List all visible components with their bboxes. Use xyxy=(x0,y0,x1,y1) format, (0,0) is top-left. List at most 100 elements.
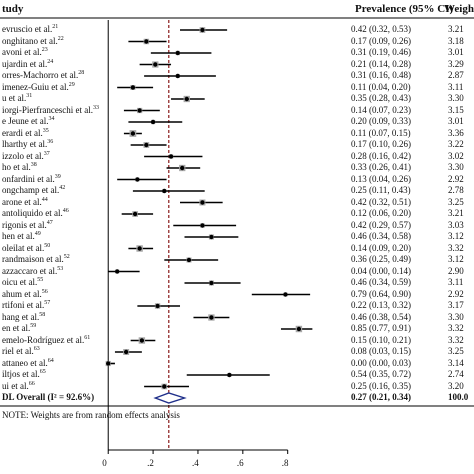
study-label: izzolo et al.37 xyxy=(2,151,50,161)
study-reference: 33 xyxy=(93,104,100,111)
study-label: hang et al.58 xyxy=(2,312,45,322)
study-prevalence: 0.42 (0.32, 0.51) xyxy=(351,196,411,207)
study-weight: 3.12 xyxy=(448,254,464,264)
study-weight: 3.29 xyxy=(448,58,464,69)
study-reference: 36 xyxy=(47,139,54,145)
study-label: antoliquido et al.46 xyxy=(2,208,69,218)
study-prevalence: 0.31 (0.16, 0.48) xyxy=(351,70,411,80)
study-name: rigonis et al. xyxy=(2,219,47,230)
study-name: u et al. xyxy=(2,93,27,103)
study-reference: 39 xyxy=(54,173,61,180)
study-weight: 3.22 xyxy=(448,139,464,149)
study-weight: 2.90 xyxy=(448,265,464,276)
study-name: azzaccaro et al. xyxy=(2,265,58,276)
overall-weight: 100.0 xyxy=(448,392,469,402)
study-point-estimate xyxy=(175,73,180,79)
study-name: oicu et al. xyxy=(2,277,38,287)
study-name: imenez-Guiu et al. xyxy=(2,81,69,92)
study-weight: 3.25 xyxy=(448,196,464,207)
study-label: riel et al.63 xyxy=(2,346,40,356)
study-name: oleilat et al. xyxy=(2,242,45,253)
weight-column-header: Weight xyxy=(444,3,474,15)
study-weight: 3.20 xyxy=(448,380,464,391)
study-reference: 56 xyxy=(41,288,48,295)
study-weight: 3.11 xyxy=(448,277,464,287)
study-label: rigonis et al.47 xyxy=(2,220,53,230)
study-point-estimate xyxy=(155,303,160,309)
study-name: riel et al. xyxy=(2,346,34,356)
x-tick-label: 0 xyxy=(102,458,107,468)
study-label: oicu et al.55 xyxy=(2,277,43,287)
study-name: rtifoni et al. xyxy=(2,300,45,310)
study-weight: 3.11 xyxy=(448,81,464,92)
study-name: ui et al. xyxy=(2,380,29,391)
study-prevalence: 0.14 (0.09, 0.20) xyxy=(351,242,411,253)
study-weight: 3.17 xyxy=(448,300,464,310)
study-weight: 2.78 xyxy=(448,185,464,195)
study-prevalence: 0.12 (0.06, 0.20) xyxy=(351,208,411,218)
study-name: evruscio et al. xyxy=(2,24,53,34)
study-weight: 3.01 xyxy=(448,116,464,126)
study-reference: 55 xyxy=(37,277,44,283)
study-point-estimate xyxy=(200,200,205,205)
study-reference: 46 xyxy=(62,208,69,214)
study-label: hen et al.49 xyxy=(2,231,41,241)
study-weight: 3.15 xyxy=(448,104,464,115)
study-label: u et al.31 xyxy=(2,93,32,103)
study-point-estimate xyxy=(123,349,129,355)
study-point-estimate xyxy=(184,96,189,102)
study-prevalence: 0.25 (0.11, 0.43) xyxy=(351,185,411,195)
study-label: imenez-Guiu et al.29 xyxy=(2,82,75,92)
study-label: azzaccaro et al.53 xyxy=(2,266,63,276)
study-prevalence: 0.08 (0.03, 0.15) xyxy=(351,346,411,356)
study-prevalence: 0.33 (0.26, 0.41) xyxy=(351,162,411,172)
study-reference: 42 xyxy=(59,185,66,191)
study-weight: 2.87 xyxy=(448,70,464,80)
study-name: erardi et al. xyxy=(2,127,43,138)
study-label: iorgi-Pierfranceschi et al.33 xyxy=(2,105,99,115)
study-reference: 21 xyxy=(52,24,59,30)
study-name: arone et al. xyxy=(2,196,42,207)
study-label: e Jeune et al.34 xyxy=(2,116,54,126)
study-reference: 34 xyxy=(48,116,55,122)
study-column-header: tudy xyxy=(2,3,24,15)
study-label: oleilat et al.50 xyxy=(2,243,50,253)
study-reference: 61 xyxy=(84,334,91,341)
study-label: ahum et al.56 xyxy=(2,289,48,299)
study-weight: 3.21 xyxy=(448,24,464,34)
study-prevalence: 0.25 (0.16, 0.35) xyxy=(351,380,411,391)
study-label: avoni et al.23 xyxy=(2,47,48,57)
x-tick-label: .6 xyxy=(236,458,244,468)
study-reference: 35 xyxy=(42,127,49,134)
study-point-estimate xyxy=(130,131,136,136)
study-point-estimate xyxy=(200,27,205,33)
study-weight: 3.30 xyxy=(448,162,464,172)
study-prevalence: 0.13 (0.04, 0.26) xyxy=(351,173,411,184)
x-tick-label: .8 xyxy=(281,458,289,468)
study-prevalence: 0.20 (0.09, 0.33) xyxy=(351,116,411,126)
study-weight: 3.18 xyxy=(448,35,464,46)
study-weight: 3.14 xyxy=(448,357,464,368)
study-prevalence: 0.46 (0.34, 0.59) xyxy=(351,277,411,287)
study-prevalence: 0.35 (0.28, 0.43) xyxy=(351,93,411,103)
study-prevalence: 0.54 (0.35, 0.72) xyxy=(351,369,411,379)
study-label: evruscio et al.21 xyxy=(2,24,58,34)
study-prevalence: 0.22 (0.13, 0.32) xyxy=(351,300,411,310)
overall-label: DL Overall (I² = 92.6%) xyxy=(2,392,95,402)
weights-note: NOTE: Weights are from random effects an… xyxy=(2,410,180,420)
study-point-estimate xyxy=(162,188,167,194)
study-point-estimate xyxy=(186,257,192,263)
study-weight: 3.01 xyxy=(448,47,464,57)
study-prevalence: 0.42 (0.32, 0.53) xyxy=(351,24,411,34)
study-point-estimate xyxy=(227,372,232,378)
study-name: iorgi-Pierfranceschi et al. xyxy=(2,104,94,115)
study-label: ho et al.38 xyxy=(2,162,37,172)
study-name: ongchamp et al. xyxy=(2,185,60,195)
study-label: orres-Machorro et al.28 xyxy=(2,70,84,80)
study-name: hen et al. xyxy=(2,231,35,241)
study-prevalence: 0.17 (0.09, 0.26) xyxy=(351,35,411,46)
study-weight: 3.36 xyxy=(448,127,464,138)
study-point-estimate xyxy=(114,269,120,274)
study-point-estimate xyxy=(153,62,158,67)
